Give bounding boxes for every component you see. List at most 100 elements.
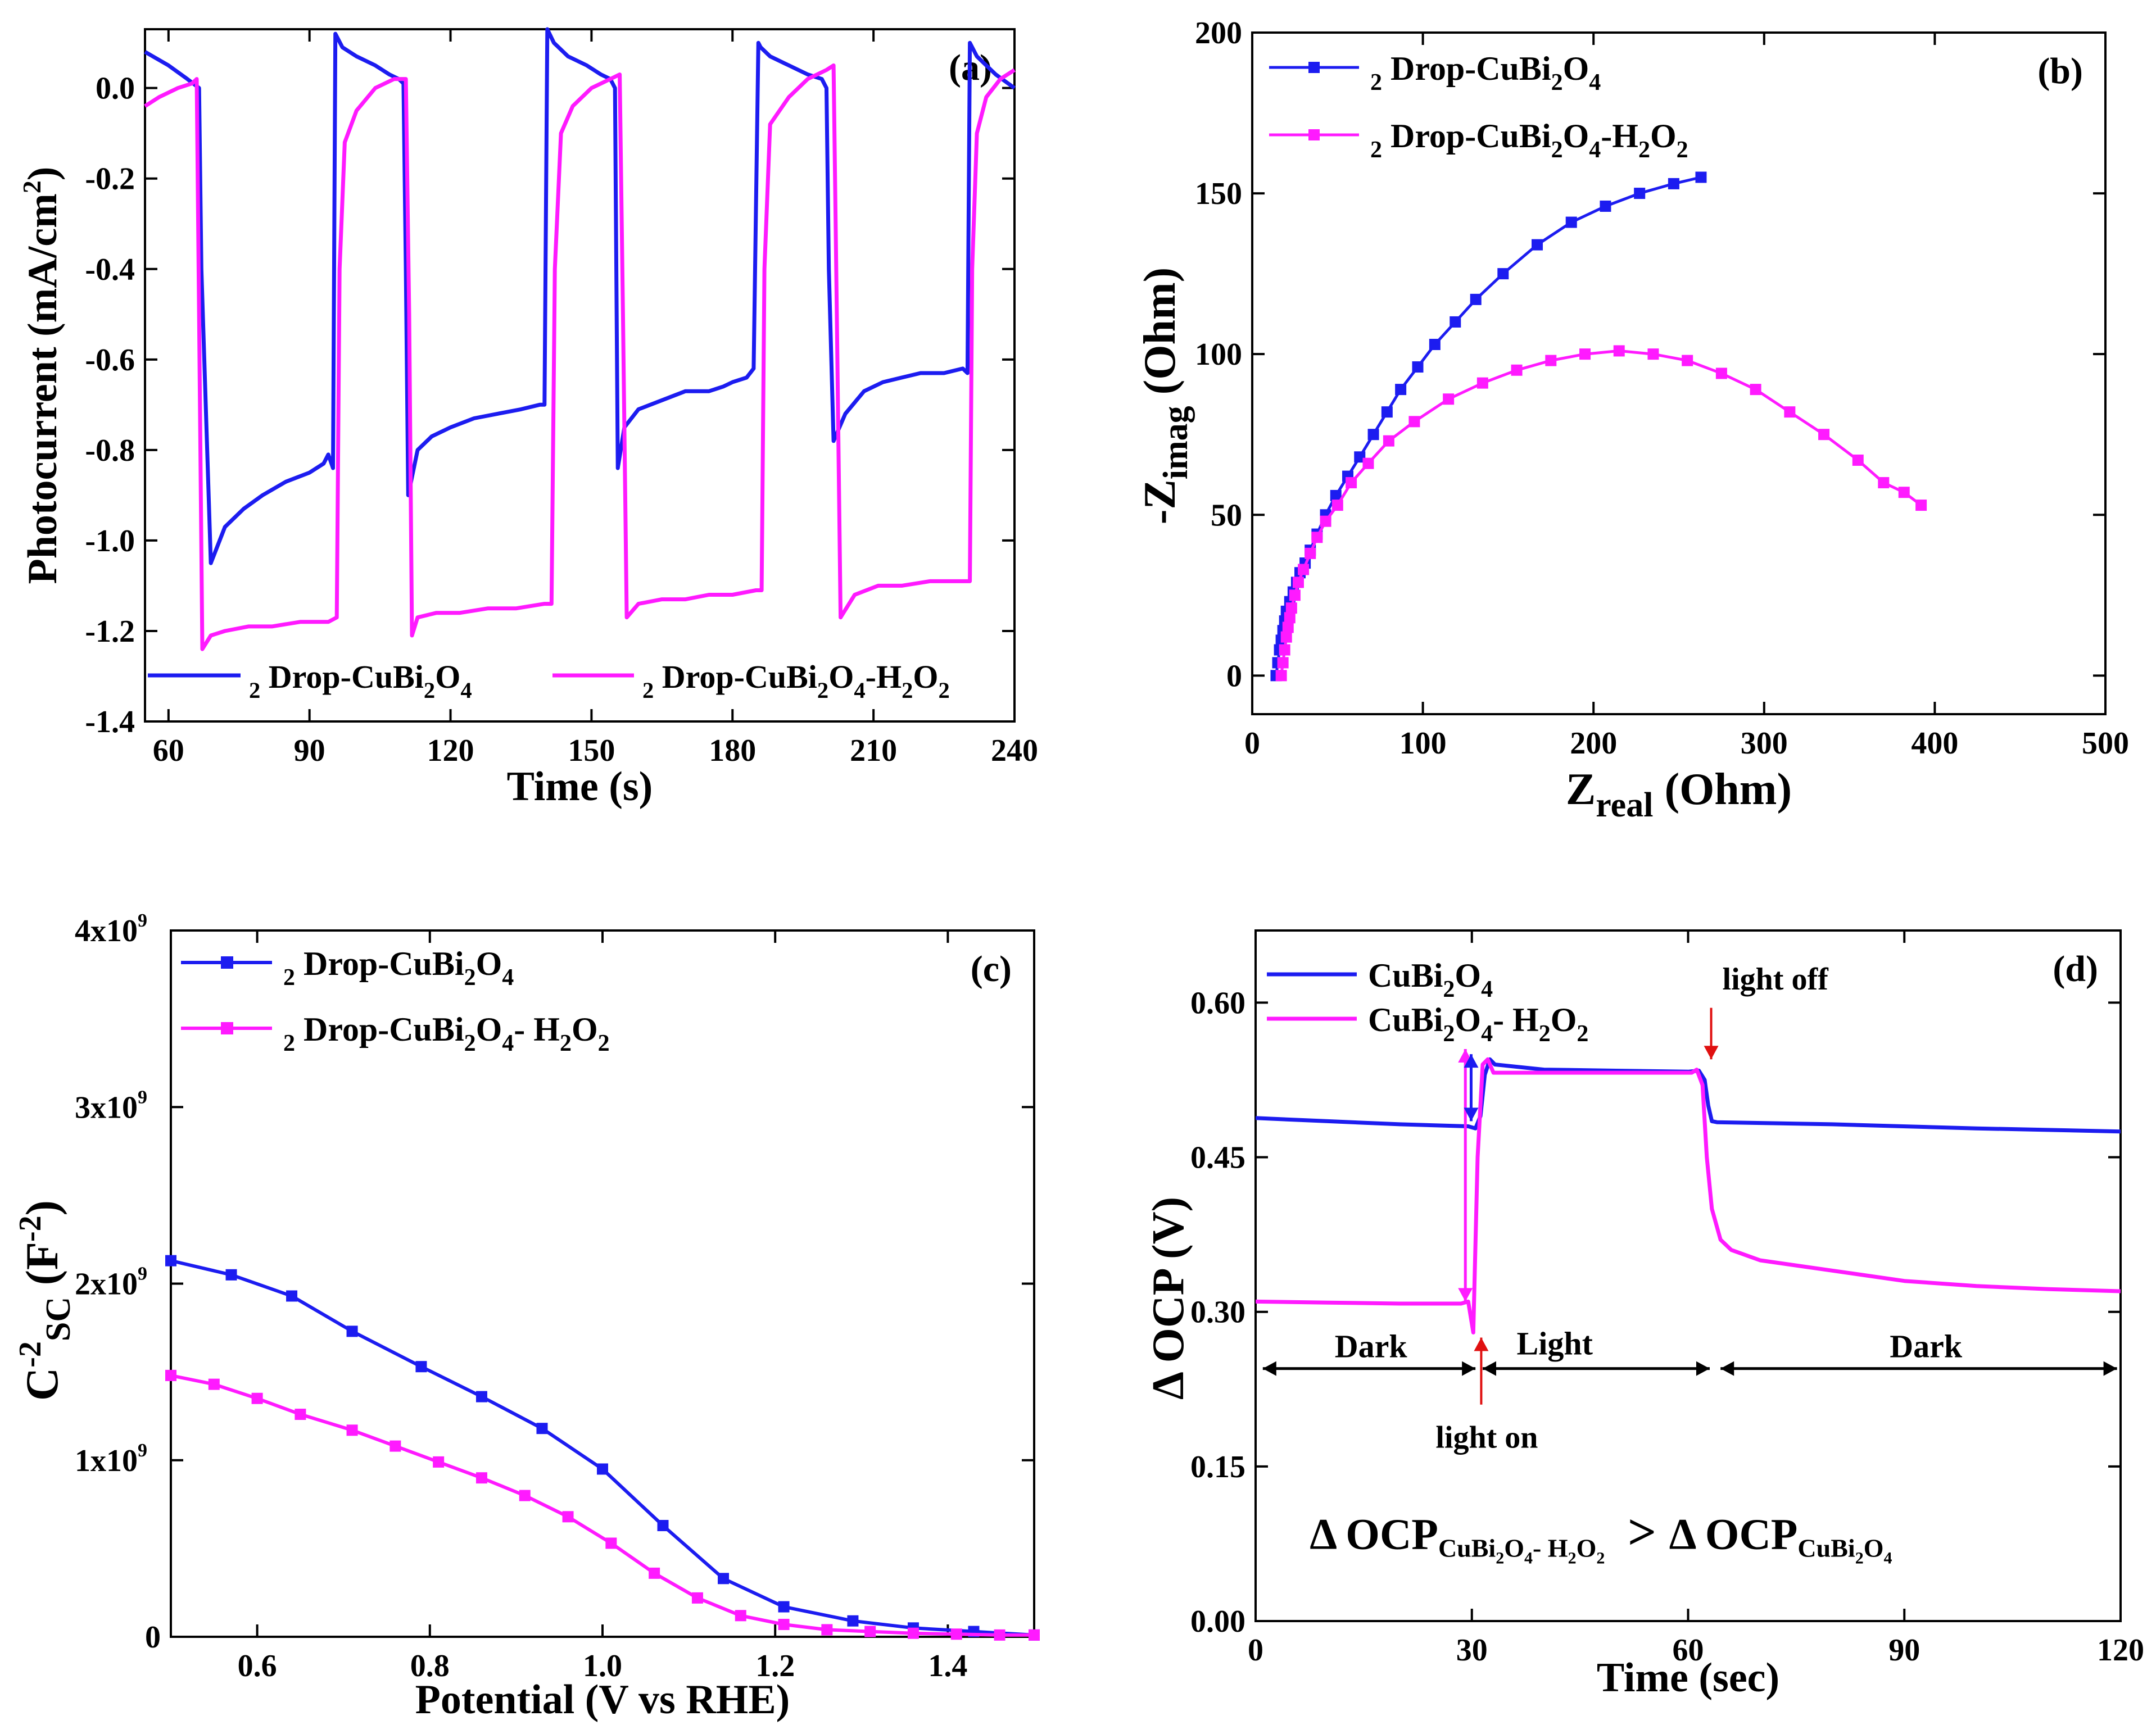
light-span-arrow-head [1696, 1361, 1710, 1376]
data-point [1362, 457, 1374, 469]
light-off-label: light off [1723, 962, 1829, 997]
legend-label-1: 2 Drop-CuBi2O4 [283, 945, 514, 991]
data-point [864, 1626, 876, 1637]
data-point [1282, 621, 1294, 633]
data-point [1412, 361, 1424, 373]
x-tick-label: 500 [2082, 726, 2129, 761]
data-point [1443, 393, 1455, 405]
x-tick-label: 120 [427, 733, 474, 768]
data-point [994, 1629, 1005, 1641]
x-tick-label: 30 [1456, 1633, 1488, 1668]
data-point [1367, 429, 1379, 441]
data-point [1634, 188, 1646, 199]
data-point [1878, 477, 1890, 489]
x-tick-label: 1.4 [928, 1649, 967, 1683]
data-point [1284, 612, 1296, 624]
panel-d: 0 30 60 90 120 0.00 0.15 0.30 0.45 0.60 (d) Time (s… [1144, 929, 2144, 1701]
y-axis-title: Photocurrent (mA/cm2) [17, 167, 66, 584]
y-tick-label: -0.4 [85, 252, 135, 287]
y-tick-label: 0.15 [1190, 1450, 1245, 1485]
series-line-1 [170, 1259, 1035, 1637]
x-axis-title: Zreal (Ohm) [1566, 765, 1792, 824]
y-tick-label: 2x109 [75, 1264, 147, 1302]
y-tick-label: 100 [1195, 337, 1242, 372]
data-point [778, 1601, 790, 1613]
x-tick-label: 90 [1888, 1633, 1920, 1668]
x-tick-label: 1.0 [583, 1649, 622, 1683]
legend-label-2: 2 Drop-CuBi2O4- H2O2 [283, 1011, 610, 1056]
data-point [208, 1378, 220, 1390]
series-line-1 [1255, 1057, 2121, 1134]
data-point [1280, 631, 1292, 643]
data-point [475, 1391, 487, 1402]
data-point [735, 1610, 746, 1622]
relation-text: Δ OCPCuBi2O4- H2O2 > Δ OCPCuBi2O4 [1310, 1505, 1892, 1568]
data-point [1298, 564, 1310, 575]
delta-arrow-blue-head [1464, 1054, 1479, 1068]
x-tick-label: 90 [294, 733, 325, 768]
dark-label-left: Dark [1335, 1328, 1408, 1365]
x-axis-title: Time (sec) [1597, 1655, 1779, 1701]
data-point [1898, 487, 1910, 498]
data-point [1285, 602, 1297, 614]
data-point [1450, 316, 1461, 328]
data-point [778, 1619, 790, 1631]
y-tick-label: 0.0 [96, 71, 135, 106]
light-span-arrow-head [1482, 1361, 1496, 1376]
data-point [251, 1392, 263, 1404]
x-tick-label: 0.8 [410, 1649, 450, 1683]
data-point [286, 1290, 298, 1302]
x-axis-title: Potential (V vs RHE) [415, 1677, 790, 1723]
data-point [657, 1520, 669, 1532]
x-tick-label: 0 [1248, 1633, 1263, 1668]
data-point [1292, 577, 1304, 588]
data-point [1346, 477, 1357, 489]
data-point [1408, 416, 1420, 428]
data-point [1275, 670, 1287, 682]
y-axis-title: -Zimag (Ohm) [1135, 267, 1195, 525]
data-point [950, 1628, 962, 1640]
data-point [1715, 367, 1727, 379]
legend-marker-2 [1308, 129, 1320, 140]
data-point [1320, 515, 1331, 527]
data-point [165, 1369, 176, 1381]
y-tick-label: -1.4 [85, 705, 135, 739]
panel-label: (b) [2037, 51, 2083, 92]
y-tick-label: -0.8 [85, 433, 135, 468]
light-label: Light [1517, 1326, 1593, 1362]
legend-marker-1 [221, 956, 233, 969]
data-point [649, 1567, 660, 1579]
y-tick-label: -0.6 [85, 343, 135, 378]
data-point [1784, 406, 1796, 418]
x-tick-label: 240 [991, 733, 1038, 768]
legend-label-2: 2 Drop-CuBi2O4-H2O2 [1370, 117, 1688, 163]
data-point [1354, 451, 1366, 463]
data-point [1532, 239, 1543, 251]
y-tick-label: 200 [1195, 16, 1242, 51]
data-point [1330, 489, 1342, 501]
x-tick-label: 120 [2097, 1633, 2144, 1668]
plot-frame [144, 28, 1016, 723]
data-point [605, 1537, 617, 1549]
series-line-2 [1280, 349, 1922, 676]
data-point [1429, 339, 1441, 351]
legend-label-1: CuBi2O4 [1368, 957, 1493, 1002]
data-point [1395, 384, 1407, 396]
data-point [1695, 171, 1707, 183]
panel-b: 0 100 200 300 400 500 0 50 100 150 200 (b) Zreal (Oh… [1135, 16, 2129, 824]
data-point [1579, 348, 1591, 360]
x-tick-label: 300 [1741, 726, 1788, 761]
y-tick-label: 0.45 [1190, 1141, 1245, 1175]
legend-marker-1 [1308, 62, 1320, 73]
legend-label-2: CuBi2O4- H2O2 [1368, 1001, 1588, 1047]
data-point [718, 1573, 730, 1585]
data-point [1305, 547, 1316, 559]
plot-frame [1251, 31, 2107, 715]
series-line-2 [144, 63, 1016, 651]
legend-label-1: 2 Drop-CuBi2O4 [1370, 50, 1601, 96]
x-tick-label: 60 [1673, 1633, 1704, 1668]
y-tick-label: -1.2 [85, 614, 135, 649]
x-tick-label: 200 [1570, 726, 1617, 761]
dark-span-arrow-right-head [1720, 1361, 1734, 1376]
